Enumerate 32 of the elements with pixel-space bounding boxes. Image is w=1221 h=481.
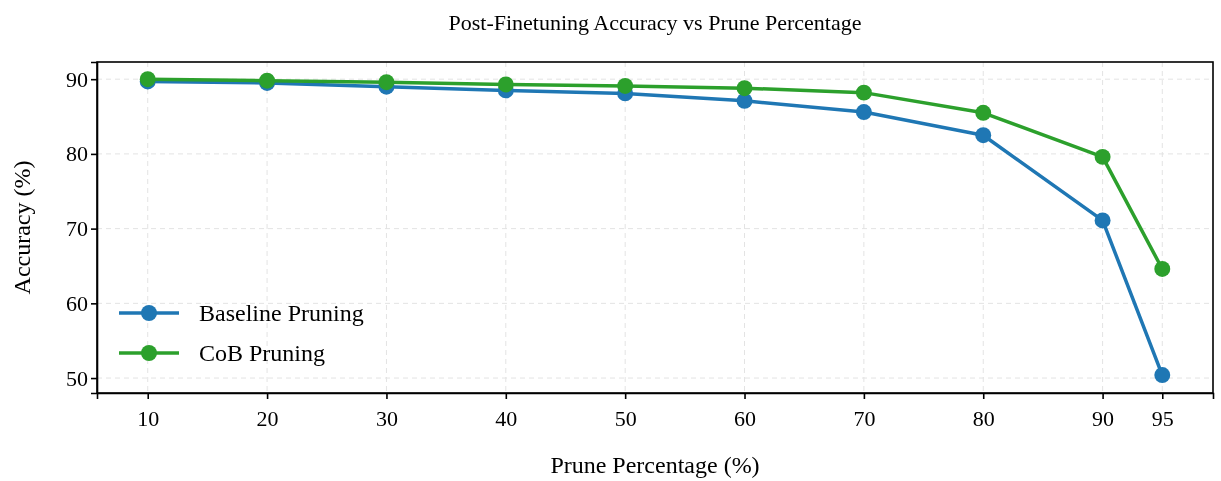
point bbox=[497, 76, 514, 93]
x-tick-label: 40 bbox=[495, 406, 518, 432]
y-axis-title: Accuracy (%) bbox=[9, 160, 35, 295]
y-tick-label: 70 bbox=[66, 216, 88, 242]
point bbox=[1094, 148, 1111, 165]
point bbox=[975, 127, 992, 144]
legend-label: Baseline Pruning bbox=[199, 300, 364, 326]
x-tick-label: 70 bbox=[853, 406, 876, 432]
y-tick-label: 60 bbox=[66, 290, 88, 316]
point bbox=[855, 104, 872, 121]
y-tick-label: 90 bbox=[66, 66, 88, 92]
x-tick-label: 60 bbox=[734, 406, 757, 432]
y-tick-label: 50 bbox=[66, 365, 88, 391]
x-tick-label: 20 bbox=[256, 406, 279, 432]
point bbox=[855, 84, 872, 101]
legend-label: CoB Pruning bbox=[199, 340, 326, 366]
x-tick-label: 30 bbox=[375, 406, 398, 432]
point bbox=[1154, 261, 1171, 277]
x-tick-label: 10 bbox=[137, 406, 160, 432]
x-tick-label: 50 bbox=[614, 406, 637, 432]
point bbox=[1154, 367, 1171, 384]
point bbox=[975, 104, 992, 121]
chart-title: Post-Finetuning Accuracy vs Prune Percentage bbox=[448, 10, 862, 35]
x-tick-label: 90 bbox=[1092, 406, 1115, 432]
x-tick-label: 95 bbox=[1151, 406, 1174, 432]
x-tick-label: 80 bbox=[972, 406, 995, 432]
point bbox=[378, 74, 395, 91]
y-tick-label: 80 bbox=[66, 141, 88, 167]
point bbox=[736, 80, 753, 97]
point bbox=[617, 77, 634, 94]
point bbox=[1094, 212, 1111, 229]
x-axis-title: Prune Percentage (%) bbox=[550, 452, 760, 478]
